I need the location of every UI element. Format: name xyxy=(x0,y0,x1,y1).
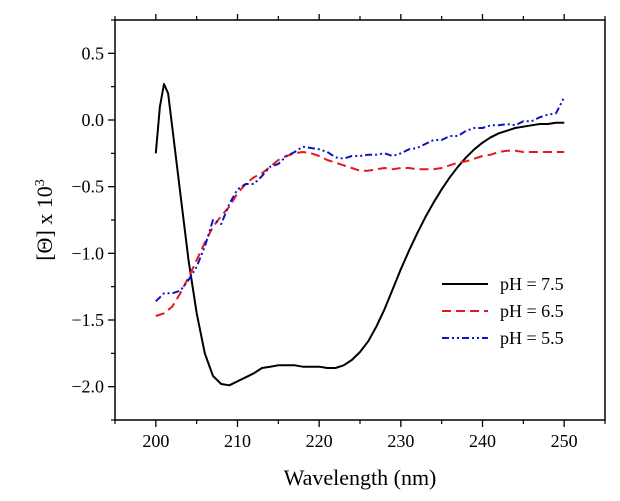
y-axis-title: [Θ] x 103 xyxy=(32,179,57,261)
x-axis-title: Wavelength (nm) xyxy=(284,465,437,490)
y-tick-label: 0.5 xyxy=(82,43,105,63)
y-tick-label: 0.0 xyxy=(82,110,105,130)
series-lines xyxy=(154,83,566,387)
x-tick-label: 240 xyxy=(469,431,496,451)
series-line-3 xyxy=(155,96,566,303)
y-tick-label: −1.0 xyxy=(71,243,104,263)
y-tick-label: −1.5 xyxy=(71,310,104,330)
plot-frame xyxy=(114,19,606,421)
legend: pH = 7.5 pH = 6.5 pH = 5.5 xyxy=(442,274,564,348)
legend-label-2: pH = 6.5 xyxy=(500,301,564,321)
x-tick-label: 220 xyxy=(306,431,333,451)
series-line-2 xyxy=(155,149,565,317)
x-tick-label: 210 xyxy=(224,431,251,451)
x-tick-label: 250 xyxy=(551,431,578,451)
legend-label-3: pH = 5.5 xyxy=(500,328,564,348)
x-tick-label: 230 xyxy=(387,431,414,451)
y-tick-label: −2.0 xyxy=(71,377,104,397)
series-line-1 xyxy=(154,83,565,387)
y-axis-title-main: [Θ] x 10 xyxy=(32,186,57,261)
axis-ticks: 200 210 220 230 240 250 0.5 0.0 −0.5 −1.0 −1.5 −2.0 xyxy=(71,14,606,451)
x-tick-label: 200 xyxy=(142,431,169,451)
watermark-text: 知乎 @上海瑞载科技 xyxy=(460,464,600,482)
y-tick-label: −0.5 xyxy=(71,177,104,197)
y-axis-title-superscript: 3 xyxy=(33,179,48,186)
legend-label-1: pH = 7.5 xyxy=(500,274,564,294)
